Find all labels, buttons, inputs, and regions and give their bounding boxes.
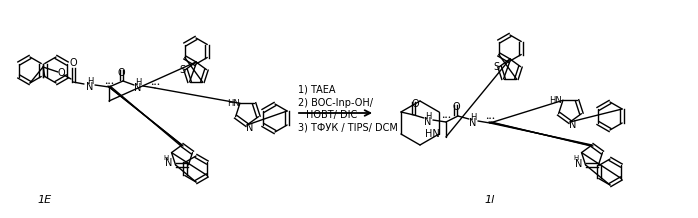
Text: N: N (570, 120, 577, 130)
Text: •••: ••• (104, 80, 114, 85)
Text: 1E: 1E (38, 195, 52, 205)
Text: •••: ••• (150, 82, 160, 87)
Text: O: O (69, 58, 77, 68)
Text: H: H (163, 155, 169, 161)
Text: N: N (87, 82, 94, 92)
Text: H: H (573, 155, 579, 161)
Text: N: N (134, 83, 142, 93)
Text: 1l: 1l (485, 195, 495, 205)
Text: N: N (575, 159, 583, 169)
Text: HN: HN (549, 95, 563, 104)
Text: 2) BOC-Inp-OH/: 2) BOC-Inp-OH/ (298, 98, 373, 108)
Text: N: N (469, 118, 477, 128)
Text: 3) ТФУК / TIPS/ DCM: 3) ТФУК / TIPS/ DCM (298, 123, 398, 133)
Text: •••: ••• (485, 116, 495, 121)
Text: O: O (117, 68, 125, 78)
Text: N: N (246, 123, 253, 133)
Text: HN: HN (424, 129, 440, 139)
Text: H: H (87, 77, 94, 85)
Text: 1) TAEA: 1) TAEA (298, 84, 336, 94)
Text: O: O (452, 102, 460, 112)
Text: H: H (470, 112, 476, 121)
Text: O: O (411, 99, 419, 109)
Text: O: O (57, 68, 65, 78)
Text: HOBT/ DIC: HOBT/ DIC (306, 110, 357, 120)
Text: N: N (165, 158, 172, 168)
Text: H: H (135, 78, 141, 87)
Text: H: H (425, 111, 431, 121)
Text: S: S (179, 65, 185, 75)
Text: N: N (424, 117, 431, 127)
Text: S: S (493, 62, 499, 72)
Text: •••: ••• (441, 114, 451, 119)
Text: HN: HN (227, 99, 239, 107)
